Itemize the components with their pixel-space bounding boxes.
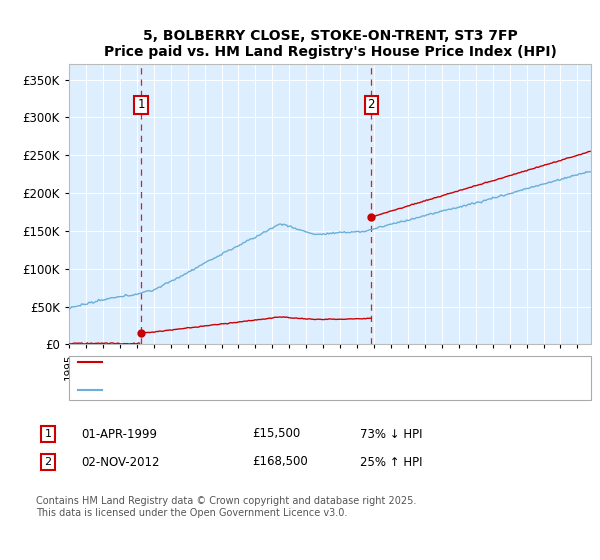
Title: 5, BOLBERRY CLOSE, STOKE-ON-TRENT, ST3 7FP
Price paid vs. HM Land Registry's Hou: 5, BOLBERRY CLOSE, STOKE-ON-TRENT, ST3 7…	[104, 29, 556, 59]
Text: 2: 2	[368, 99, 375, 111]
Text: 2: 2	[44, 457, 52, 467]
Text: £168,500: £168,500	[252, 455, 308, 469]
Text: Contains HM Land Registry data © Crown copyright and database right 2025.
This d: Contains HM Land Registry data © Crown c…	[36, 496, 416, 517]
Text: HPI: Average price, detached house, Stoke-on-Trent: HPI: Average price, detached house, Stok…	[105, 385, 386, 395]
Text: 25% ↑ HPI: 25% ↑ HPI	[360, 455, 422, 469]
Text: 1: 1	[44, 429, 52, 439]
Text: 5, BOLBERRY CLOSE, STOKE-ON-TRENT, ST3 7FP (detached house): 5, BOLBERRY CLOSE, STOKE-ON-TRENT, ST3 7…	[105, 357, 469, 367]
Text: 73% ↓ HPI: 73% ↓ HPI	[360, 427, 422, 441]
Text: 02-NOV-2012: 02-NOV-2012	[81, 455, 160, 469]
Text: £15,500: £15,500	[252, 427, 300, 441]
Text: 1: 1	[137, 99, 145, 111]
Text: 01-APR-1999: 01-APR-1999	[81, 427, 157, 441]
